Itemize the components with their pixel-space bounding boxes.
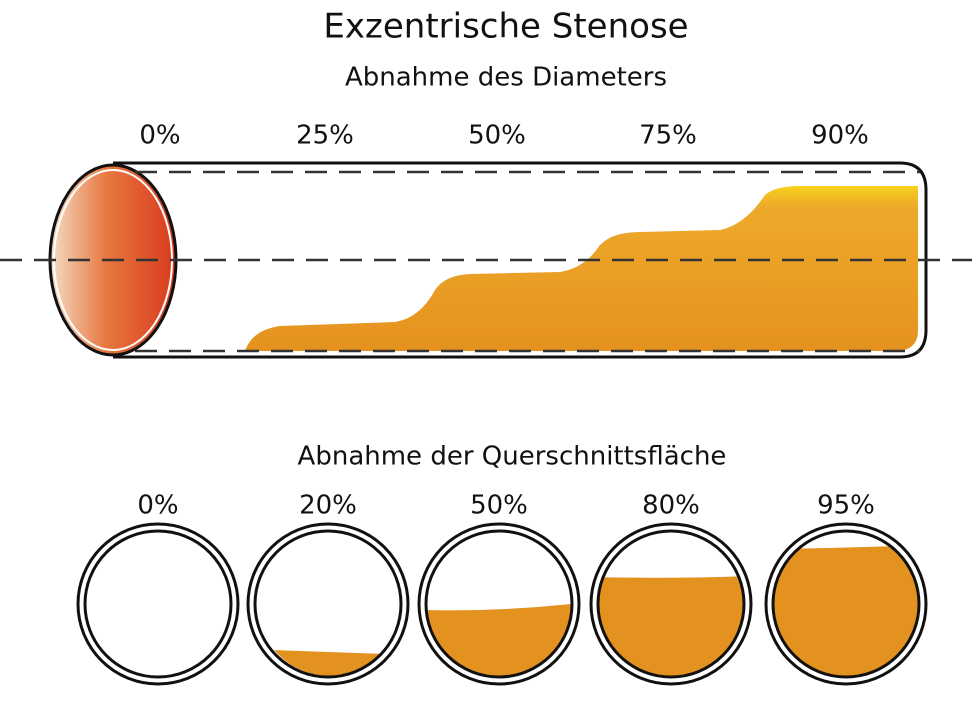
diameter-label: 25% [296,121,354,151]
diameter-label: 0% [139,121,180,151]
area-label: 0% [137,491,178,521]
area-label: 20% [299,491,357,521]
section-title: Abnahme der Querschnittsfläche [298,442,727,472]
title: Exzentrische Stenose [323,7,688,47]
diameter-label: 50% [468,121,526,151]
reference-lines [0,170,972,353]
diameter-label: 75% [639,121,697,151]
area-label: 95% [817,491,875,521]
diameter-label: 90% [811,121,869,151]
plaque [245,186,918,351]
area-label: 50% [470,491,528,521]
area-label: 80% [642,491,700,521]
subtitle: Abnahme des Diameters [345,63,667,93]
cross-sections [76,522,928,686]
